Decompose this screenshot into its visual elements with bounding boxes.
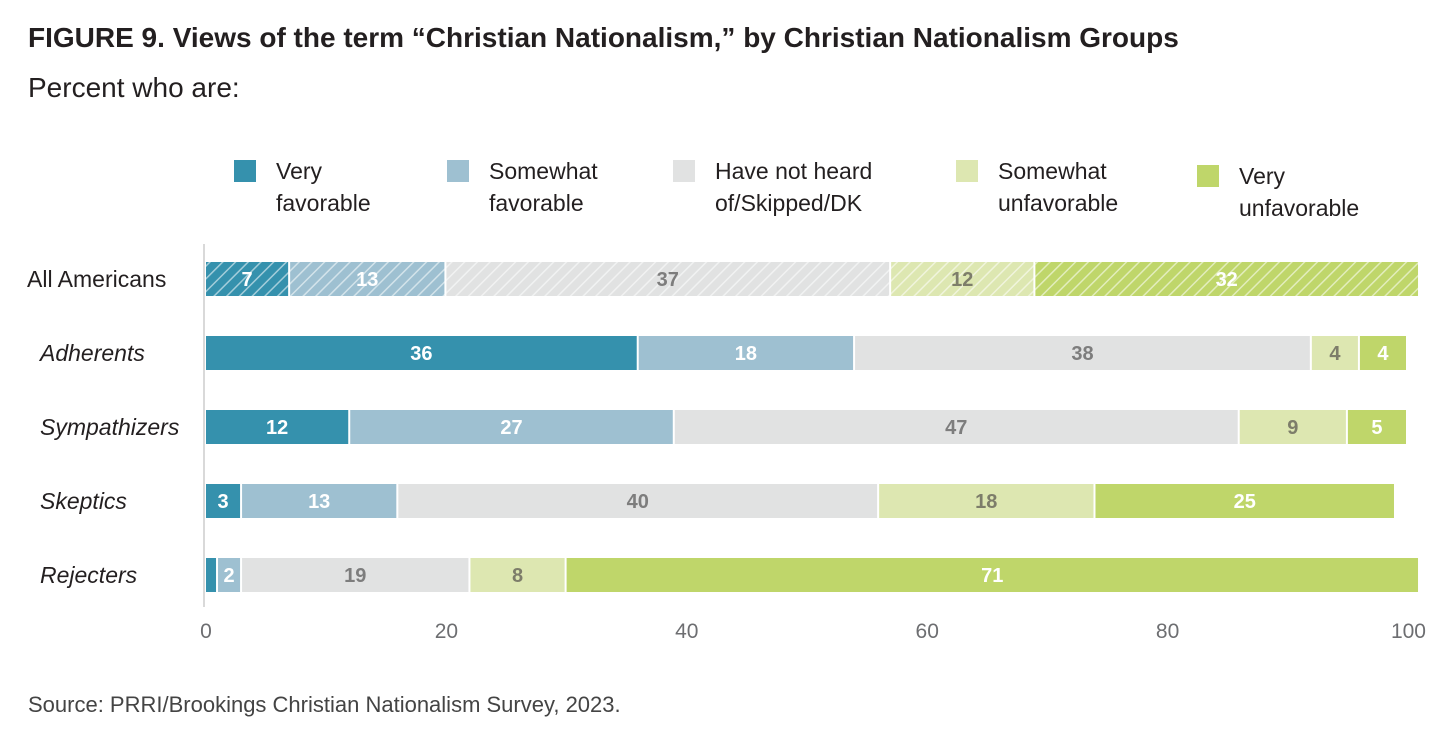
chart-title: FIGURE 9. Views of the term “Christian N…: [28, 22, 1179, 53]
category-label: All Americans: [27, 266, 166, 292]
bar-segment: [1347, 410, 1406, 444]
data-label: 7: [242, 269, 253, 291]
category-label: Skeptics: [40, 488, 127, 514]
bar-segment: [1095, 484, 1394, 518]
legend-swatch: [234, 160, 256, 182]
bar-segment: [1035, 262, 1419, 296]
x-tick-label: 0: [200, 620, 212, 643]
bar-segment: [206, 410, 349, 444]
legend-label: Very unfavorable: [1239, 163, 1359, 221]
x-tick-label: 100: [1391, 620, 1426, 643]
data-label: 27: [500, 417, 522, 439]
source-note: Source: PRRI/Brookings Christian Nationa…: [28, 692, 621, 717]
data-label: 37: [657, 269, 679, 291]
data-label: 18: [735, 343, 757, 365]
bar-segment: [242, 558, 469, 592]
bar-segment: [398, 484, 878, 518]
legend-swatch: [1197, 165, 1219, 187]
data-label: 32: [1216, 269, 1238, 291]
bar-segment: [350, 410, 673, 444]
data-label: 12: [266, 417, 288, 439]
data-label: 19: [344, 565, 366, 587]
bar-segment: [206, 262, 289, 296]
legend-label: Somewhat favorable: [489, 158, 598, 216]
legend-item-1: Somewhat favorable: [447, 158, 598, 216]
legend-swatch: [673, 160, 695, 182]
data-label: 8: [512, 565, 523, 587]
bar-segment: [206, 336, 637, 370]
bar-segment: [1359, 336, 1406, 370]
x-tick-label: 20: [435, 620, 458, 643]
data-label: 3: [217, 491, 228, 513]
data-label: 18: [975, 491, 997, 513]
category-label: Rejecters: [40, 562, 138, 588]
legend-item-4: Very unfavorable: [1197, 163, 1359, 221]
bar-segment: [206, 484, 241, 518]
bar-segment: [855, 336, 1310, 370]
bar-segment: [638, 336, 854, 370]
data-label: 40: [627, 491, 649, 513]
bar-segment: [242, 484, 397, 518]
bar-segment: [218, 558, 241, 592]
data-label: 9: [1287, 417, 1298, 439]
legend-item-2: Have not heard of/Skipped/DK: [673, 158, 872, 216]
legend-label: Somewhat unfavorable: [998, 158, 1118, 216]
chart-subtitle: Percent who are:: [28, 72, 240, 103]
x-tick-label: 60: [916, 620, 939, 643]
bar-segment: [1239, 410, 1346, 444]
legend: Very favorable Somewhat favorable Have not h…: [234, 158, 1359, 221]
bar-segment: [891, 262, 1034, 296]
data-label: 5: [1371, 417, 1382, 439]
data-label: 38: [1071, 343, 1093, 365]
data-label: 13: [356, 269, 378, 291]
bar-segment: [206, 558, 217, 592]
category-label: Adherents: [38, 340, 145, 366]
bar-segment: [470, 558, 565, 592]
category-label: Sympathizers: [40, 414, 180, 440]
data-label: 71: [981, 565, 1003, 587]
legend-label: Very favorable: [276, 158, 371, 216]
x-tick-label: 80: [1156, 620, 1179, 643]
bar-segment: [1311, 336, 1358, 370]
bar-segment: [446, 262, 890, 296]
data-label: 47: [945, 417, 967, 439]
legend-swatch: [447, 160, 469, 182]
data-label: 25: [1234, 491, 1256, 513]
x-axis: 0 20 40 60 80 100: [200, 244, 1426, 643]
data-label: 2: [223, 565, 234, 587]
legend-item-0: Very favorable: [234, 158, 371, 216]
data-label: 4: [1377, 343, 1389, 365]
bar-segment: [290, 262, 445, 296]
data-label: 36: [410, 343, 432, 365]
legend-swatch: [956, 160, 978, 182]
legend-item-3: Somewhat unfavorable: [956, 158, 1118, 216]
x-tick-label: 40: [675, 620, 698, 643]
data-label: 12: [951, 269, 973, 291]
bar-segment: [674, 410, 1238, 444]
bar-segment: [566, 558, 1419, 592]
data-label: 13: [308, 491, 330, 513]
bar-segment: [879, 484, 1094, 518]
legend-label: Have not heard of/Skipped/DK: [715, 158, 872, 216]
data-label: 4: [1329, 343, 1341, 365]
